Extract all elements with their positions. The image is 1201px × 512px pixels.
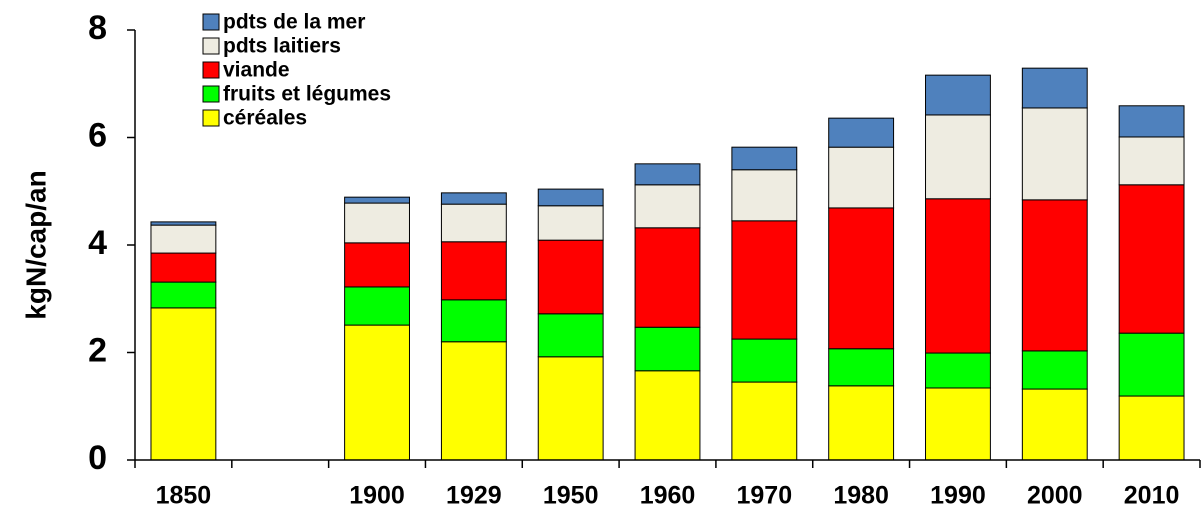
- bar-segment: [440, 341, 507, 461]
- bar-segment: [344, 196, 410, 204]
- x-tick-label: 1950: [543, 482, 599, 510]
- bar-segment: [150, 224, 217, 254]
- bar-segment: [634, 227, 701, 328]
- bar-segment: [731, 169, 798, 222]
- x-tick-label: 1900: [349, 482, 405, 510]
- y-axis-label: kgN/cap/an: [20, 170, 51, 319]
- bar-segment: [1021, 388, 1088, 461]
- y-tick-label: 2: [88, 331, 107, 369]
- bar-segment: [828, 146, 895, 209]
- bar-segment: [150, 252, 217, 283]
- bar-segment: [731, 146, 798, 171]
- bar-segment: [634, 370, 701, 461]
- y-tick-label: 6: [88, 116, 107, 154]
- bar-segment: [1118, 184, 1185, 334]
- legend-swatch: [202, 37, 220, 55]
- bar-segment: [344, 324, 410, 461]
- bar-segment: [1021, 350, 1088, 390]
- bar-segment: [537, 205, 604, 241]
- x-tick-label: 1980: [833, 482, 889, 510]
- bar-segment: [537, 313, 604, 358]
- bar-segment: [1118, 136, 1185, 186]
- y-tick-label: 4: [88, 224, 107, 262]
- legend-label: fruits et légumes: [223, 83, 391, 106]
- legend-swatch: [202, 13, 220, 31]
- bar-segment: [537, 239, 604, 315]
- bar-segment: [925, 114, 991, 200]
- bar-segment: [150, 307, 217, 461]
- x-tick-label: 2010: [1124, 482, 1180, 510]
- bar-segment: [150, 221, 217, 226]
- bar-segment: [344, 202, 410, 244]
- y-tick-label: 0: [88, 439, 107, 477]
- legend-swatch: [202, 61, 220, 79]
- legend-label: viande: [223, 59, 290, 82]
- bar-segment: [731, 381, 798, 461]
- bar-segment: [925, 74, 991, 116]
- bar-segment: [925, 198, 991, 354]
- bar-segment: [344, 242, 410, 288]
- legend-label: pdts de la mer: [223, 11, 365, 34]
- x-tick-label: 1960: [640, 482, 696, 510]
- x-tick-label: 2000: [1027, 482, 1083, 510]
- bar-segment: [925, 387, 991, 461]
- bar-segment: [440, 241, 507, 301]
- legend-swatch: [202, 109, 220, 127]
- x-tick-label: 1929: [446, 482, 502, 510]
- y-tick-label: 8: [88, 9, 107, 47]
- bar-segment: [634, 184, 701, 229]
- legend-label: céréales: [223, 107, 307, 130]
- bar-segment: [1021, 199, 1088, 352]
- x-tick-label: 1850: [156, 482, 212, 510]
- bar-segment: [731, 220, 798, 340]
- bar-segment: [344, 286, 410, 326]
- bar-segment: [1118, 332, 1185, 397]
- bar-segment: [440, 192, 507, 205]
- bar-segment: [634, 163, 701, 186]
- bar-segment: [1021, 67, 1088, 109]
- bar-segment: [828, 207, 895, 350]
- x-tick-label: 1990: [930, 482, 986, 510]
- bar-segment: [925, 352, 991, 389]
- bar-segment: [828, 117, 895, 148]
- bar-segment: [1021, 107, 1088, 201]
- bar-segment: [828, 348, 895, 387]
- legend-label: pdts laitiers: [223, 35, 341, 58]
- bar-segment: [537, 356, 604, 461]
- bar-segment: [828, 385, 895, 461]
- bar-segment: [537, 188, 604, 207]
- bar-segment: [1118, 395, 1185, 461]
- bar-segment: [1118, 105, 1185, 138]
- x-tick-label: 1970: [737, 482, 793, 510]
- bar-segment: [731, 338, 798, 383]
- bar-segment: [634, 326, 701, 372]
- legend-swatch: [202, 85, 220, 103]
- bar-segment: [440, 299, 507, 343]
- bar-segment: [440, 203, 507, 243]
- bar-segment: [150, 281, 217, 309]
